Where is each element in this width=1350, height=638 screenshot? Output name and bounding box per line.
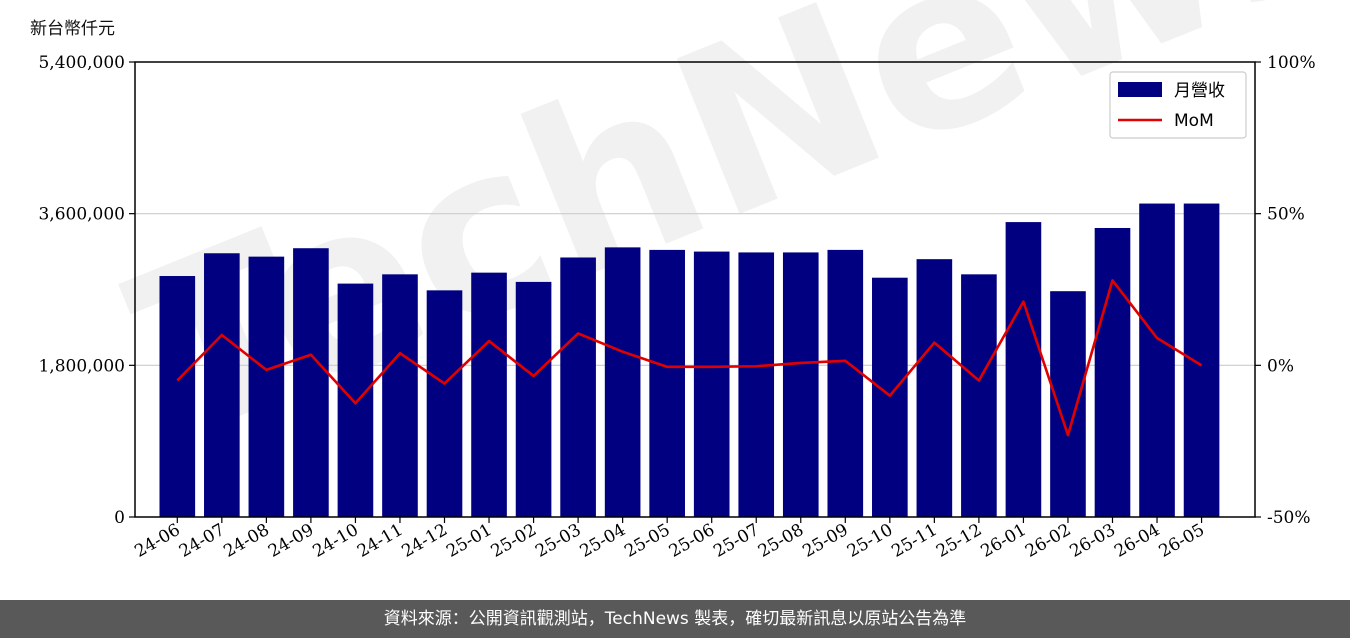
x-tick-label: 25-10 bbox=[844, 520, 896, 562]
x-tick-label: 25-11 bbox=[888, 520, 940, 562]
mom-line bbox=[176, 279, 1203, 437]
x-tick-label: 25-04 bbox=[577, 520, 629, 562]
x-tick-label: 26-05 bbox=[1156, 520, 1208, 562]
revenue-bar bbox=[293, 248, 329, 518]
revenue-bar bbox=[248, 256, 285, 517]
x-tick-label: 25-09 bbox=[799, 520, 851, 562]
revenue-bar bbox=[604, 247, 641, 518]
revenue-bar bbox=[649, 249, 685, 518]
x-tick-label: 24-10 bbox=[309, 520, 361, 562]
revenue-bar bbox=[159, 276, 196, 517]
x-tick-label: 24-08 bbox=[220, 520, 272, 562]
y-left-tick-label: 3,600,000 bbox=[38, 205, 125, 225]
y-right-tick-label: -50% bbox=[1267, 508, 1311, 528]
revenue-bar bbox=[827, 249, 864, 518]
y-right-tick-label: 0% bbox=[1267, 356, 1294, 376]
y-axis-unit-label: 新台幣仟元 bbox=[30, 19, 115, 39]
revenue-bar bbox=[1005, 222, 1042, 517]
legend-label-revenue: 月營收 bbox=[1174, 81, 1225, 101]
x-tick-label: 26-01 bbox=[977, 520, 1029, 562]
revenue-bar bbox=[337, 283, 374, 517]
y-left-tick-label: 1,800,000 bbox=[38, 356, 125, 376]
legend-swatch-bar bbox=[1118, 82, 1162, 97]
revenue-bar bbox=[961, 274, 997, 517]
revenue-bar bbox=[1050, 291, 1086, 517]
revenue-bar bbox=[382, 274, 418, 517]
y-axis-right: -50% 0% 50% 100% bbox=[1255, 53, 1316, 528]
x-tick-label: 25-05 bbox=[621, 520, 673, 562]
x-tick-label: 24-06 bbox=[131, 520, 183, 562]
x-tick-label: 24-09 bbox=[265, 520, 317, 562]
x-tick-label: 25-02 bbox=[488, 520, 540, 562]
x-tick-label: 25-06 bbox=[666, 520, 718, 562]
y-right-tick-label: 100% bbox=[1267, 53, 1316, 73]
revenue-bar bbox=[872, 277, 908, 517]
x-tick-label: 26-04 bbox=[1111, 520, 1163, 562]
revenue-bar bbox=[426, 290, 463, 517]
x-tick-label: 26-02 bbox=[1022, 520, 1074, 562]
y-axis-left: 0 1,800,000 3,600,000 5,400,000 bbox=[38, 53, 135, 528]
x-tick-label: 26-03 bbox=[1067, 520, 1119, 562]
x-tick-label: 25-07 bbox=[710, 520, 762, 562]
bar-series bbox=[159, 203, 1220, 518]
x-axis: 24-0624-0724-0824-0924-1024-1124-1225-01… bbox=[131, 517, 1208, 562]
revenue-bar bbox=[515, 281, 552, 517]
revenue-bar bbox=[1094, 227, 1131, 518]
revenue-bar bbox=[693, 251, 730, 518]
mom-line-series bbox=[176, 279, 1203, 437]
y-right-tick-label: 50% bbox=[1267, 205, 1305, 225]
revenue-bar bbox=[204, 253, 240, 517]
x-tick-label: 25-01 bbox=[443, 520, 495, 562]
y-left-tick-label: 5,400,000 bbox=[38, 53, 125, 73]
x-tick-label: 24-07 bbox=[176, 520, 228, 562]
x-tick-label: 25-08 bbox=[755, 520, 807, 562]
x-tick-label: 24-12 bbox=[399, 520, 451, 562]
revenue-bar bbox=[782, 252, 819, 518]
source-footer: 資料來源：公開資訊觀測站，TechNews 製表，確切最新訊息以原站公告為準 bbox=[0, 600, 1350, 638]
revenue-bar bbox=[471, 272, 507, 517]
revenue-bar bbox=[916, 259, 953, 517]
revenue-bar bbox=[738, 252, 775, 518]
x-tick-label: 24-11 bbox=[354, 520, 406, 562]
plot-border bbox=[134, 61, 1256, 518]
x-tick-label: 25-03 bbox=[532, 520, 584, 562]
revenue-bar bbox=[1183, 203, 1220, 518]
x-tick-label: 25-12 bbox=[933, 520, 985, 562]
legend: 月營收 MoM bbox=[1109, 71, 1247, 139]
revenue-bar bbox=[1139, 203, 1175, 518]
y-left-tick-label: 0 bbox=[114, 508, 125, 528]
legend-label-mom: MoM bbox=[1174, 111, 1214, 131]
plot-frame bbox=[134, 61, 1256, 518]
revenue-bar bbox=[560, 257, 596, 517]
